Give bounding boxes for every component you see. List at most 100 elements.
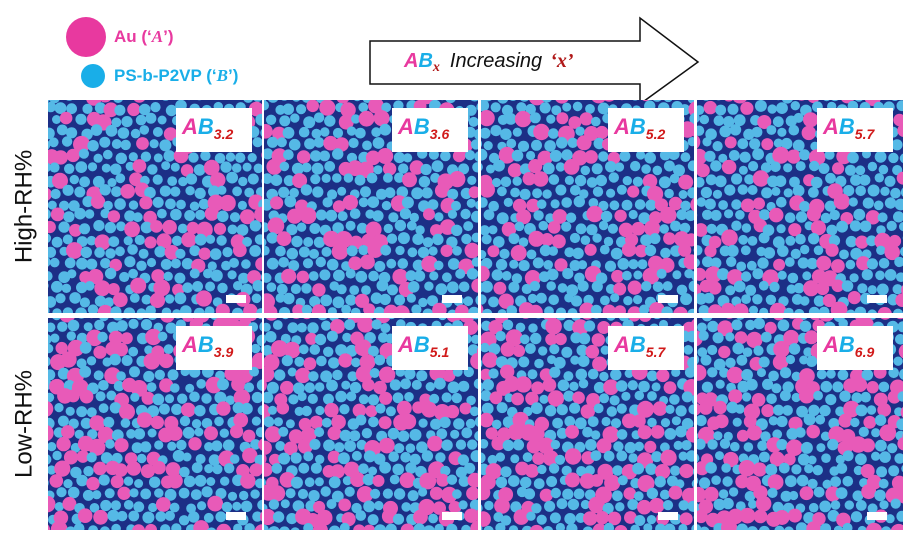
- ps-particle: [400, 452, 411, 463]
- ps-particle: [286, 488, 296, 498]
- ps-particle: [372, 319, 382, 329]
- au-particle: [661, 450, 677, 466]
- ps-particle: [830, 476, 841, 487]
- ps-particle: [211, 270, 223, 282]
- ps-particle: [528, 294, 537, 303]
- ps-particle: [314, 427, 324, 437]
- au-particle: [511, 245, 527, 261]
- ps-particle: [159, 139, 171, 151]
- ps-particle: [327, 499, 337, 509]
- ps-particle: [730, 124, 741, 135]
- ps-particle: [250, 220, 261, 231]
- ps-particle: [574, 489, 585, 500]
- ps-particle: [580, 88, 591, 99]
- panel-sub: 3.6: [430, 126, 450, 142]
- micrograph-panel: AB6.9: [686, 305, 903, 533]
- micrograph-panel: AB5.2: [469, 86, 707, 322]
- au-particle: [80, 390, 94, 404]
- ps-particle: [761, 332, 772, 343]
- ps-particle: [777, 245, 789, 257]
- au-particle: [156, 497, 171, 512]
- au-particle: [204, 426, 218, 440]
- ps-particle: [422, 450, 433, 461]
- arrow-b: B: [418, 50, 432, 72]
- au-particle: [93, 346, 106, 359]
- ps-particle: [241, 501, 252, 512]
- arrow-a: A: [403, 50, 418, 72]
- ps-particle: [819, 405, 830, 416]
- au-particle: [332, 243, 348, 259]
- ps-particle: [323, 197, 333, 207]
- ps-particle: [548, 128, 559, 139]
- ps-particle: [185, 186, 194, 195]
- ps-particle: [192, 419, 201, 428]
- ps-particle: [546, 281, 556, 291]
- ps-particle: [801, 442, 813, 454]
- ps-particle: [374, 501, 383, 510]
- ps-particle: [513, 128, 522, 137]
- au-particle: [338, 499, 351, 512]
- ps-particle: [814, 246, 824, 256]
- au-particle: [727, 367, 744, 384]
- ps-particle: [150, 139, 159, 148]
- ps-particle: [752, 268, 763, 279]
- au-particle: [216, 304, 230, 318]
- ps-particle: [748, 161, 758, 171]
- ps-particle: [171, 259, 181, 269]
- ps-particle: [175, 249, 185, 259]
- ps-particle: [262, 148, 273, 159]
- ps-particle: [68, 487, 80, 499]
- ps-particle: [262, 323, 271, 332]
- ps-particle: [630, 90, 640, 100]
- ps-particle: [652, 382, 661, 391]
- ps-particle: [573, 102, 583, 112]
- ps-particle: [302, 305, 312, 315]
- ps-particle: [463, 296, 473, 306]
- ps-particle: [184, 210, 195, 221]
- ps-particle: [302, 406, 312, 416]
- ps-particle: [696, 415, 707, 426]
- ps-particle: [471, 335, 480, 344]
- ps-particle: [230, 212, 240, 222]
- au-particle: [379, 438, 395, 454]
- ps-particle: [782, 92, 794, 104]
- ps-particle: [88, 162, 97, 171]
- ps-particle: [579, 333, 591, 345]
- ps-particle: [111, 524, 121, 533]
- ps-particle: [488, 225, 497, 234]
- ps-particle: [821, 381, 833, 393]
- ps-particle: [106, 125, 118, 137]
- ps-particle: [255, 234, 266, 245]
- ps-particle: [423, 237, 433, 247]
- ps-particle: [434, 378, 446, 390]
- ps-particle: [604, 523, 614, 533]
- ps-particle: [353, 92, 362, 101]
- au-particle: [61, 425, 75, 439]
- ps-particle: [115, 173, 125, 183]
- au-particle: [834, 193, 850, 209]
- ps-particle: [497, 93, 508, 104]
- ps-particle: [303, 258, 313, 268]
- ps-particle: [663, 93, 673, 103]
- ps-particle: [871, 428, 880, 437]
- ps-particle: [558, 283, 568, 293]
- ps-particle: [683, 345, 693, 355]
- ps-particle: [800, 296, 810, 306]
- au-particle: [93, 462, 107, 476]
- ps-particle: [688, 404, 698, 414]
- ps-particle: [728, 104, 739, 115]
- ps-particle: [540, 102, 551, 113]
- ps-particle: [458, 90, 467, 99]
- ps-particle: [363, 501, 375, 513]
- ps-particle: [846, 260, 856, 270]
- ps-particle: [383, 489, 393, 499]
- ps-particle: [808, 233, 819, 244]
- ps-particle: [384, 224, 393, 233]
- ps-particle: [701, 187, 712, 198]
- au-particle: [556, 112, 568, 124]
- ps-particle: [429, 271, 438, 280]
- ps-particle: [184, 91, 193, 100]
- ps-particle: [215, 511, 226, 522]
- ps-particle: [267, 232, 278, 243]
- ps-particle: [688, 137, 697, 146]
